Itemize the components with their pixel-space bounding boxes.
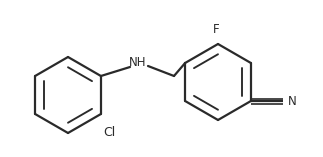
Text: F: F	[213, 23, 219, 36]
Text: N: N	[288, 95, 297, 108]
Text: Cl: Cl	[103, 126, 115, 139]
Text: NH: NH	[129, 56, 147, 68]
